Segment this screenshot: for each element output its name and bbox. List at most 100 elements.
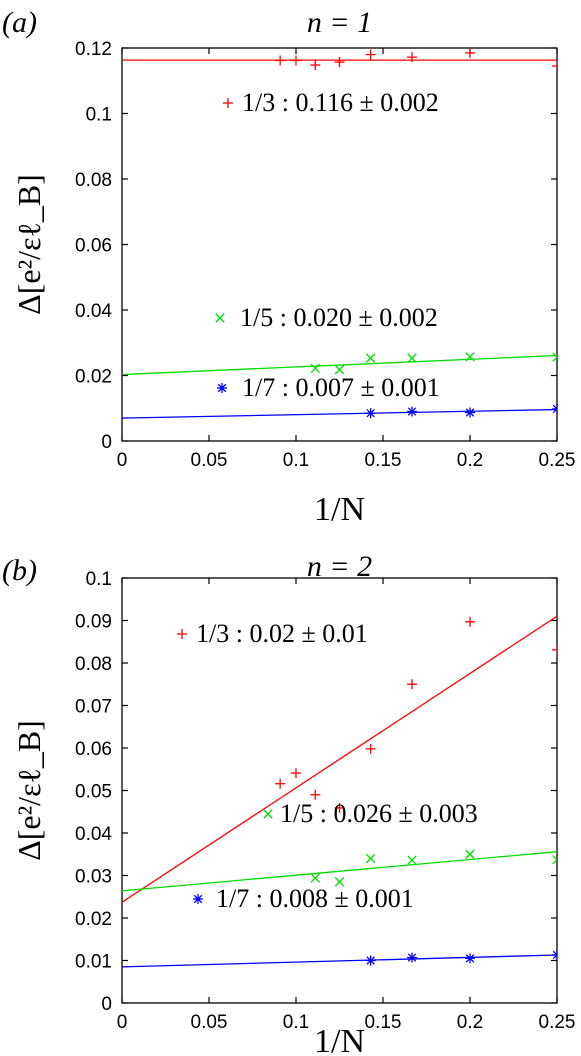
x-tick-label: 0.1 xyxy=(283,1012,309,1033)
y-tick-label: 0.03 xyxy=(75,867,112,888)
data-point xyxy=(310,789,321,800)
series-1-5 xyxy=(122,849,557,892)
data-point xyxy=(310,363,321,374)
legend-marker xyxy=(193,894,203,904)
y-tick-label: 0.01 xyxy=(75,952,112,973)
y-tick-label: 0.09 xyxy=(75,612,112,633)
legend-label: 1/5 : 0.026 ± 0.003 xyxy=(280,799,478,828)
legend-marker xyxy=(217,383,227,393)
x-axis-label: 1/N xyxy=(314,491,365,528)
y-tick-label: 0.05 xyxy=(75,782,112,803)
data-point xyxy=(465,352,475,362)
x-tick-label: 0.25 xyxy=(539,450,576,471)
x-tick-label: 0 xyxy=(117,450,128,471)
x-tick-label: 0.25 xyxy=(539,1012,576,1033)
data-point xyxy=(365,853,376,864)
data-point xyxy=(407,679,418,690)
legend-label: 1/7 : 0.008 ± 0.001 xyxy=(216,884,414,913)
y-tick-label: 0.02 xyxy=(75,367,112,388)
y-tick-label: 0 xyxy=(101,432,112,453)
x-tick-label: 0.15 xyxy=(365,450,402,471)
legend-marker xyxy=(177,629,187,639)
legend-entry: 1/3 : 0.116 ± 0.002 xyxy=(223,88,439,117)
y-tick-label: 0.02 xyxy=(75,909,112,930)
data-point xyxy=(291,55,301,66)
data-point xyxy=(552,61,557,72)
fit-line xyxy=(122,615,557,903)
data-point xyxy=(552,352,557,362)
data-point xyxy=(365,353,376,363)
series-1-7 xyxy=(122,949,557,968)
y-tick-label: 0.04 xyxy=(75,301,112,322)
y-tick-label: 0 xyxy=(101,994,112,1015)
y-axis-label: Δ[e²/εℓ_B] xyxy=(11,174,47,315)
data-point xyxy=(552,855,557,865)
legend-entry: 1/3 : 0.02 ± 0.01 xyxy=(177,619,368,648)
data-point xyxy=(365,743,376,754)
y-tick-label: 0.07 xyxy=(75,697,112,718)
data-point xyxy=(291,768,301,779)
x-tick-label: 0.05 xyxy=(191,450,228,471)
x-tick-label: 0.05 xyxy=(191,1012,228,1033)
legend-entry: 1/7 : 0.008 ± 0.001 xyxy=(193,884,414,913)
legend-label: 1/5 : 0.020 ± 0.002 xyxy=(240,303,438,332)
series-1-3 xyxy=(122,48,557,72)
x-tick-label: 0.15 xyxy=(365,1012,402,1033)
panel-a: (a) n = 1 0 0.05 0.1 0.15 0.2 0.25 0 0.02 0.04 0.06… xyxy=(2,6,575,528)
data-point xyxy=(334,364,345,375)
x-tick-label: 0 xyxy=(117,1012,128,1033)
data-point xyxy=(465,616,475,627)
x-tick-label: 0.2 xyxy=(457,450,483,471)
legend-entry: 1/5 : 0.020 ± 0.002 xyxy=(215,303,438,332)
data-point xyxy=(407,855,417,865)
data-point xyxy=(275,55,286,66)
data-point xyxy=(465,407,475,418)
data-point xyxy=(334,57,345,68)
fit-line xyxy=(122,851,557,892)
fit-line xyxy=(122,408,557,419)
legend-entry: 1/7 : 0.007 ± 0.001 xyxy=(217,373,440,402)
data-point xyxy=(465,48,475,58)
x-axis-label: 1/N xyxy=(314,1023,365,1056)
y-axis-label: Δ[e²/εℓ_B] xyxy=(11,720,47,861)
y-tick-label: 0.06 xyxy=(75,739,112,760)
data-point xyxy=(365,49,376,60)
y-tick-label: 0.04 xyxy=(75,824,112,845)
data-point xyxy=(407,406,418,417)
legend-marker xyxy=(223,98,233,108)
panel-label: (a) xyxy=(2,6,37,39)
data-point xyxy=(407,353,417,363)
y-tick-label: 0.12 xyxy=(75,39,112,60)
data-point xyxy=(365,408,376,419)
data-point xyxy=(407,52,418,63)
legend-label: 1/3 : 0.116 ± 0.002 xyxy=(242,88,439,117)
data-point xyxy=(552,403,557,414)
series-1-7 xyxy=(122,403,557,419)
plot-area xyxy=(122,615,557,968)
y-tick-label: 0.08 xyxy=(75,170,112,191)
data-point xyxy=(334,877,345,887)
data-point xyxy=(334,802,345,813)
series-1-3 xyxy=(122,615,557,903)
data-point xyxy=(310,60,321,71)
panel-label: (b) xyxy=(2,554,37,587)
data-point xyxy=(365,955,376,966)
data-point xyxy=(275,778,286,789)
panel-b: (b) n = 20 0.05 0.1 0.15 0.2 0.2500.010.020.03… xyxy=(2,550,575,1056)
x-tick-label: 0.1 xyxy=(283,450,309,471)
data-point xyxy=(465,953,475,964)
y-tick-label: 0.08 xyxy=(75,654,112,675)
data-point xyxy=(552,949,557,960)
legend-label: 1/7 : 0.007 ± 0.001 xyxy=(242,373,440,402)
chart-title: n = 1 xyxy=(307,6,372,39)
fit-line xyxy=(122,954,557,968)
y-tick-label: 0.06 xyxy=(75,236,112,257)
series-1-5 xyxy=(122,352,557,376)
data-point xyxy=(465,849,475,859)
data-point xyxy=(407,952,418,963)
y-tick-label: 0.1 xyxy=(86,105,112,126)
legend-marker xyxy=(215,313,225,323)
plot-area xyxy=(122,48,557,419)
legend-entry: 1/5 : 0.026 ± 0.003 xyxy=(263,799,478,828)
